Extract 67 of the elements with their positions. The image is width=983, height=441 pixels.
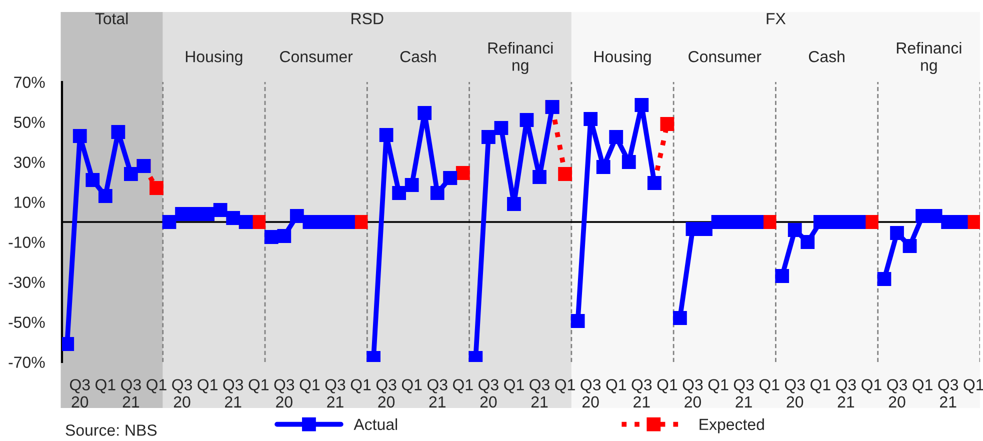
text: Refinanci ng <box>896 42 962 74</box>
point <box>354 215 368 229</box>
x-tick-label: Q1 <box>964 379 983 394</box>
x-tick-label: Q1 <box>453 379 473 394</box>
text: Housing <box>594 50 651 66</box>
text: FX <box>766 13 786 24</box>
x-tick-label: Q3 21 <box>734 379 754 408</box>
point <box>558 167 572 181</box>
x-tick-label: Q3 20 <box>274 379 294 408</box>
x-tick-label: Q1 <box>606 379 626 394</box>
text: Consumer <box>280 50 353 62</box>
y-tick-label: -30% <box>8 276 45 288</box>
x-tick-label: Q3 20 <box>887 379 907 408</box>
x-tick-label: Q1 <box>862 379 882 394</box>
x-tick-label: Q3 20 <box>376 379 396 408</box>
point <box>660 117 674 131</box>
point <box>456 166 470 180</box>
y-tick-label: 50% <box>14 116 45 128</box>
y-tick-label: -10% <box>8 236 45 248</box>
legend-label: Actual <box>354 418 398 430</box>
x-tick-label: Q1 <box>402 379 422 394</box>
x-tick-label: Q1 <box>810 379 830 394</box>
x-tick-label: Q3 20 <box>682 379 703 408</box>
text: RSD <box>352 12 384 24</box>
x-tick-label: Q1 <box>555 379 575 394</box>
text: Consumer <box>688 50 762 62</box>
x-tick-label: Q3 21 <box>325 379 346 408</box>
x-tick-label: Q3 20 <box>478 379 498 408</box>
x-tick-label: Q1 <box>350 379 371 394</box>
text: Refinanci ng <box>488 42 553 74</box>
y-tick-label: 10% <box>14 196 45 208</box>
source-note: Source: NBS <box>66 424 157 436</box>
x-tick-label: Q3 21 <box>223 379 244 408</box>
x-tick-label: Q3 21 <box>427 379 448 408</box>
x-tick-label: Q1 <box>759 379 780 394</box>
point <box>150 181 164 195</box>
point <box>864 215 878 229</box>
x-tick-label: Q3 20 <box>172 379 192 408</box>
x-tick-label: Q3 21 <box>938 379 958 408</box>
x-tick-label: Q1 <box>300 379 320 394</box>
x-tick-label: Q1 <box>146 379 166 394</box>
text: Total <box>95 12 128 24</box>
x-tick-label: Q1 <box>504 379 524 394</box>
point <box>762 215 776 229</box>
point <box>252 215 266 229</box>
x-tick-label: Q3 21 <box>836 379 856 408</box>
legend-label: Expected <box>700 418 764 434</box>
x-tick-label: Q1 <box>198 379 218 394</box>
text: Housing <box>186 50 242 66</box>
x-tick-label: Q3 21 <box>632 379 652 408</box>
point <box>966 215 980 229</box>
y-tick-label: 70% <box>14 76 45 88</box>
y-tick-label: -70% <box>8 356 45 368</box>
text: Cash <box>808 50 844 62</box>
x-tick-label: Q3 20 <box>580 379 601 408</box>
x-tick-label: Q1 <box>708 379 728 394</box>
text: Cash <box>400 50 436 62</box>
x-tick-label: Q3 21 <box>121 379 141 408</box>
y-tick-label: -50% <box>8 316 45 328</box>
x-tick-label: Q1 <box>96 379 116 394</box>
x-tick-label: Q3 21 <box>530 379 550 408</box>
x-tick-label: Q3 20 <box>70 379 90 408</box>
y-tick-label: 30% <box>14 156 45 168</box>
x-tick-label: Q1 <box>657 379 678 394</box>
x-tick-label: Q1 <box>248 379 268 394</box>
x-tick-label: Q3 20 <box>784 379 805 408</box>
x-tick-label: Q1 <box>912 379 932 394</box>
